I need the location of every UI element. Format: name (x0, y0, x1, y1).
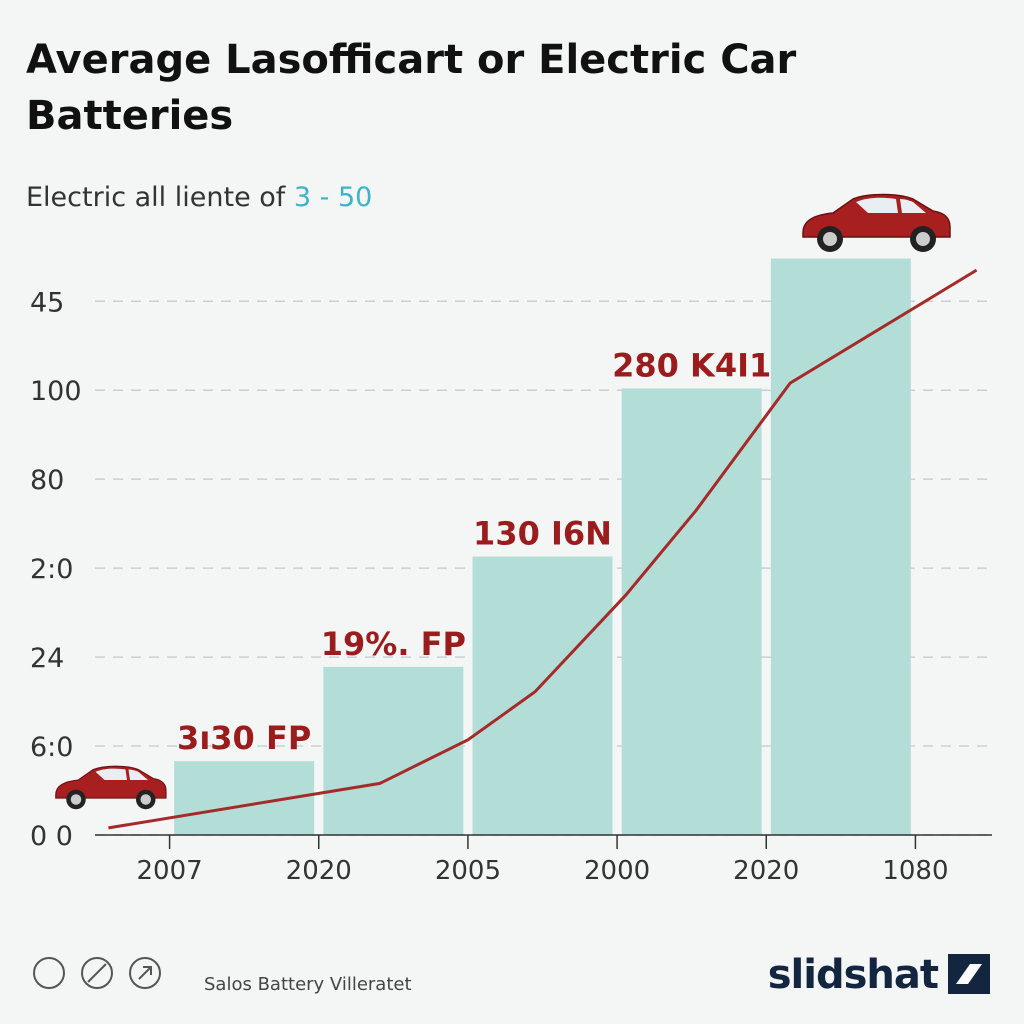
y-tick-label: 0 0 (30, 821, 73, 852)
x-tick-label: 2020 (286, 856, 352, 886)
bar-label: 19%. FP (321, 625, 466, 663)
subtitle: Electric all liente of 3 - 50 (26, 182, 372, 213)
bar (770, 258, 911, 835)
car-icon (55, 765, 167, 810)
x-tick-label: 2007 (136, 856, 202, 886)
footer-icons (33, 957, 161, 989)
bar-label: 130 I6N (473, 515, 612, 553)
subtitle-highlight: 3 - 50 (293, 182, 373, 213)
plot-area: 0 0 6:0 24 2:0 80 100 45 2007 2020 2005 2000 2020 10… (30, 258, 990, 886)
bar (621, 388, 762, 835)
bar-label: 3ı30 FP (177, 719, 311, 757)
chart-title: Average Lasofficart or Electric Car Batt… (26, 37, 797, 139)
x-tick-label: 1080 (882, 856, 948, 886)
car-icon (802, 193, 951, 253)
y-tick-label: 45 (30, 287, 64, 318)
x-tick-label: 2005 (435, 856, 501, 886)
y-tick-label: 24 (30, 643, 64, 674)
bar-label: 280 K4I1 (612, 346, 771, 384)
y-tick-label: 6:0 (30, 732, 73, 763)
subtitle-text: Electric all liente of (26, 182, 286, 213)
x-tick-label: 2020 (733, 856, 799, 886)
bar (323, 666, 464, 835)
y-tick-label: 80 (30, 465, 64, 496)
y-tick-label: 2:0 (30, 554, 73, 585)
brand-logo (948, 954, 990, 994)
source: Salos Battery Villeratet (204, 974, 412, 995)
trend-line (108, 268, 978, 830)
y-tick-label: 100 (30, 376, 82, 407)
brand: slidshat (767, 952, 939, 998)
x-tick-label: 2000 (584, 856, 650, 886)
bar (472, 556, 613, 835)
